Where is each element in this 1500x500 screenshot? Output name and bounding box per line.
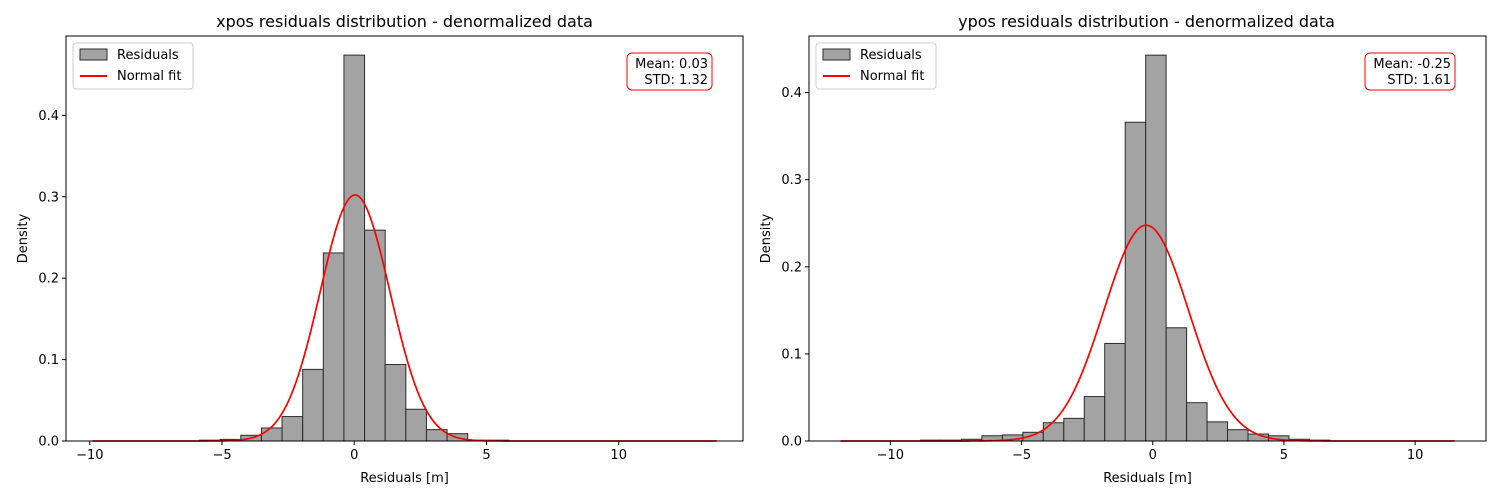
- histogram-bar: [260, 427, 283, 442]
- histogram-bar: [1083, 396, 1106, 442]
- histogram-bar: [302, 368, 324, 442]
- y-tick-label: 0.1: [781, 347, 802, 362]
- histogram-bar: [1227, 429, 1249, 442]
- histogram-bars: [920, 54, 1331, 442]
- y-axis-label: Density: [16, 213, 31, 263]
- axis-ticks: −10 −5 0 5 10 0.0 0.1 0.2 0.3 0.4: [781, 86, 1423, 463]
- x-tick-label: 5: [482, 448, 490, 463]
- x-tick-label: 10: [610, 448, 627, 463]
- stats-std: STD: 1.61: [1387, 73, 1451, 88]
- legend-label-normal-fit: Normal fit: [860, 69, 924, 84]
- stats-box: Mean: 0.03 STD: 1.32: [626, 52, 713, 91]
- legend-label-residuals: Residuals: [117, 48, 179, 63]
- x-axis-label: Residuals [m]: [1103, 471, 1192, 486]
- histogram-bars: [199, 54, 510, 442]
- y-tick-label: 0.4: [38, 109, 59, 124]
- x-tick-label: −5: [1012, 448, 1031, 463]
- chart-panel-ypos: ypos residuals distribution - denormaliz…: [759, 12, 1487, 486]
- histogram-bar: [1042, 422, 1065, 442]
- x-axis-label: Residuals [m]: [360, 471, 449, 486]
- legend: Residuals Normal fit: [72, 42, 194, 90]
- legend-label-normal-fit: Normal fit: [117, 69, 181, 84]
- stats-box-frame: [626, 52, 713, 91]
- y-tick-label: 0.1: [38, 353, 59, 368]
- y-tick-label: 0.3: [781, 173, 802, 188]
- plot-frame: [65, 35, 744, 442]
- histogram-bar: [1145, 54, 1167, 442]
- y-axis-label: Density: [759, 213, 774, 263]
- x-tick-label: 0: [1149, 448, 1157, 463]
- histogram-bar: [281, 416, 304, 442]
- y-tick-label: 0.0: [781, 435, 802, 450]
- stats-box-frame: [1364, 52, 1456, 91]
- histogram-bar: [322, 252, 345, 442]
- x-tick-label: 5: [1280, 448, 1288, 463]
- stats-box: Mean: -0.25 STD: 1.61: [1364, 52, 1456, 91]
- histogram-bar: [1124, 121, 1147, 442]
- legend-label-residuals: Residuals: [860, 48, 922, 63]
- chart-panel-xpos: xpos residuals distribution - denormaliz…: [16, 12, 744, 486]
- y-tick-label: 0.0: [38, 435, 59, 450]
- stats-mean: Mean: 0.03: [635, 57, 708, 72]
- histogram-bar: [1104, 342, 1126, 442]
- x-tick-label: 0: [350, 448, 358, 463]
- histogram-bar: [1063, 417, 1085, 442]
- legend-swatch-residuals: [79, 48, 108, 61]
- y-tick-label: 0.2: [781, 260, 802, 275]
- chart-title: xpos residuals distribution - denormaliz…: [216, 12, 593, 31]
- y-tick-label: 0.2: [38, 272, 59, 287]
- y-tick-label: 0.4: [781, 86, 802, 101]
- histogram-bar: [343, 54, 366, 442]
- chart-title: ypos residuals distribution - denormaliz…: [958, 12, 1335, 31]
- x-tick-label: 10: [1407, 448, 1424, 463]
- histogram-bar: [405, 408, 427, 442]
- x-tick-label: −5: [212, 448, 231, 463]
- stats-std: STD: 1.32: [644, 73, 708, 88]
- axis-ticks: −10 −5 0 5 10 0.0 0.1 0.2 0.3 0.4: [38, 109, 627, 463]
- stats-mean: Mean: -0.25: [1373, 57, 1451, 72]
- histogram-bar: [1165, 327, 1188, 442]
- legend: Residuals Normal fit: [815, 42, 937, 90]
- x-tick-label: −10: [877, 448, 904, 463]
- plot-frame: [808, 35, 1487, 442]
- x-tick-label: −10: [76, 448, 103, 463]
- histogram-bar: [1206, 421, 1229, 442]
- histogram-bar: [1186, 402, 1208, 442]
- histogram-bar: [384, 363, 407, 442]
- y-tick-label: 0.3: [38, 190, 59, 205]
- legend-swatch-residuals: [822, 48, 851, 61]
